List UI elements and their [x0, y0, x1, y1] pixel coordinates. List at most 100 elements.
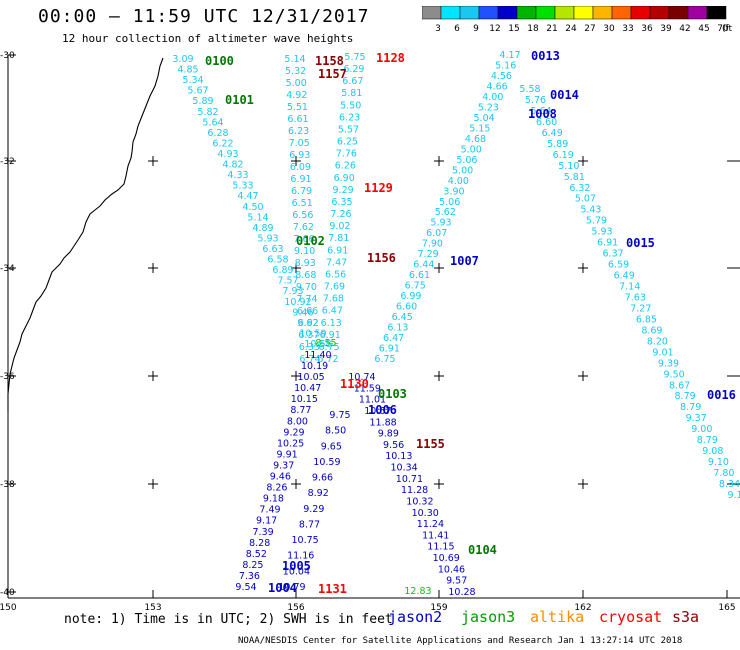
wave-height-label: 4.85 — [177, 65, 198, 76]
wave-height-label: 6.91 — [320, 330, 341, 341]
satellite-legend-item: s3a — [672, 608, 700, 626]
wave-height-label: 7.36 — [239, 571, 260, 582]
wave-height-label: 5.33 — [232, 181, 253, 192]
wave-height-label: 11.41 — [422, 530, 449, 541]
wave-height-label: 5.34 — [182, 75, 203, 86]
wave-height-label: 8.20 — [647, 336, 668, 347]
wave-height-label: 5.10 — [558, 161, 579, 172]
wave-height-label: 5.62 — [435, 207, 456, 218]
wave-height-label: 10.05 — [297, 372, 324, 383]
wave-height-label: 7.74 — [296, 294, 317, 305]
wave-height-label: 5.93 — [257, 233, 278, 244]
wave-height-label: 5.14 — [284, 54, 305, 65]
wave-height-label: 6.59 — [608, 260, 629, 271]
wave-height-label: 10.47 — [294, 383, 321, 394]
coastline — [7, 57, 164, 412]
pass-id-label: 1128 — [376, 51, 405, 65]
wave-height-label: 7.81 — [328, 233, 349, 244]
wave-height-label: 5.14 — [247, 212, 268, 223]
wave-height-label: 7.39 — [253, 527, 274, 538]
colorbar-label: 27 — [584, 24, 595, 34]
wave-height-label: 8.67 — [669, 380, 690, 391]
wave-height-label: 8.68 — [295, 270, 316, 281]
wave-height-label: 10.19 — [301, 361, 328, 372]
wave-height-label: 6.61 — [287, 114, 308, 125]
wave-height-label: 6.74 — [299, 354, 320, 365]
wave-height-label: 8.28 — [249, 538, 270, 549]
wave-height-label: 6.92 — [298, 318, 319, 329]
pass-id-label: 0100 — [205, 54, 234, 68]
footer-note: note: 1) Time is in UTC; 2) SWH is in fe… — [64, 612, 393, 627]
wave-height-label: 9.39 — [658, 358, 679, 369]
wave-height-label: 9.46 — [292, 307, 313, 318]
wave-height-label: 4.56 — [491, 71, 512, 82]
wave-height-label: 11.59 — [354, 383, 381, 394]
wave-height-label: 6.28 — [207, 128, 228, 139]
track-1006: 10.7411.5911.0110.6711.889.899.5610.1310… — [348, 372, 475, 598]
wave-height-label: 5.76 — [525, 95, 546, 106]
wave-height-label: 5.06 — [439, 197, 460, 208]
wave-height-label: 8.77 — [290, 405, 311, 416]
wave-height-label: 10.34 — [390, 463, 417, 474]
colorbar-label: 12 — [489, 24, 500, 34]
wave-height-label: 8.55 — [315, 338, 336, 349]
wave-height-label: 6.99 — [400, 291, 421, 302]
wave-height-label: 9.70 — [296, 282, 317, 293]
wave-height-label: 8.00 — [287, 416, 308, 427]
wave-height-label: 6.91 — [379, 344, 400, 355]
pass-id-label: 1130 — [340, 377, 369, 391]
wave-height-label: 7.29 — [418, 249, 439, 260]
wave-height-label: 6.09 — [290, 162, 311, 173]
wave-height-label: 9.66 — [312, 473, 333, 484]
wave-height-label: 5.93 — [430, 218, 451, 229]
track-0100: 3.094.855.345.675.895.825.646.286.224.93… — [172, 54, 331, 350]
pass-id-label: 0104 — [468, 543, 497, 557]
wave-height-label: 9.65 — [321, 441, 342, 452]
wave-height-label: 6.29 — [343, 64, 364, 75]
wave-height-label: 9.56 — [383, 440, 404, 451]
wave-height-label: 4.00 — [482, 92, 503, 103]
colorbar-label: 6 — [454, 24, 460, 34]
track-1158: 5.145.325.004.925.516.616.237.056.936.09… — [284, 54, 320, 365]
wave-height-label: 5.67 — [187, 86, 208, 97]
pass-id-label: 0015 — [626, 236, 655, 250]
pass-id-label: 0103 — [378, 387, 407, 401]
wave-height-label: 5.89 — [192, 96, 213, 107]
wave-height-label: 5.04 — [474, 113, 495, 124]
wave-height-label: 5.79 — [586, 216, 607, 227]
colorbar-label: 36 — [641, 24, 653, 34]
wave-height-label: 6.75 — [374, 354, 395, 365]
lon-tick-label: 162 — [574, 603, 591, 612]
wave-height-label: 6.89 — [272, 265, 293, 276]
wave-height-label: 10.28 — [448, 587, 475, 598]
wave-height-label: 9.37 — [686, 413, 707, 424]
wave-height-label: 4.89 — [252, 223, 273, 234]
colorbar-label: 70 — [717, 24, 729, 34]
wave-height-label: 8.25 — [242, 560, 263, 571]
wave-height-label: 6.75 — [405, 281, 426, 292]
wave-height-map: 150 153 156 159 162 165 -30 -32 -34 -36 -38 -40 3.0… — [0, 49, 740, 612]
wave-height-label: 10.67 — [364, 406, 391, 417]
wave-height-label: 6.07 — [426, 228, 447, 239]
wave-height-label: 9.29 — [303, 504, 324, 515]
wave-height-label: 6.90 — [334, 173, 355, 184]
wave-height-label: 5.00 — [452, 165, 473, 176]
wave-height-label: 10.74 — [348, 372, 375, 383]
wave-height-label: 5.00 — [461, 144, 482, 155]
track-0013: 4.175.164.564.664.005.235.045.154.685.00… — [374, 50, 520, 365]
lon-tick-label: 156 — [287, 603, 304, 612]
pass-id-label: 1005 — [282, 559, 311, 573]
wave-height-label: 9.46 — [270, 472, 291, 483]
lat-tick-label: -34 — [0, 264, 15, 274]
colorbar-unit: (ft) — [722, 24, 732, 34]
wave-height-label: 11.16 — [287, 551, 314, 562]
wave-height-label: 10.30 — [412, 508, 439, 519]
wave-height-label: 9.75 — [329, 410, 350, 421]
wave-height-label: 5.75 — [344, 52, 365, 63]
wave-height-label: 6.13 — [387, 323, 408, 334]
wave-height-label: 8.69 — [641, 325, 662, 336]
pass-id-label: 0101 — [225, 93, 254, 107]
colorbar-swatch — [706, 6, 727, 20]
wave-height-label: 5.81 — [564, 172, 585, 183]
